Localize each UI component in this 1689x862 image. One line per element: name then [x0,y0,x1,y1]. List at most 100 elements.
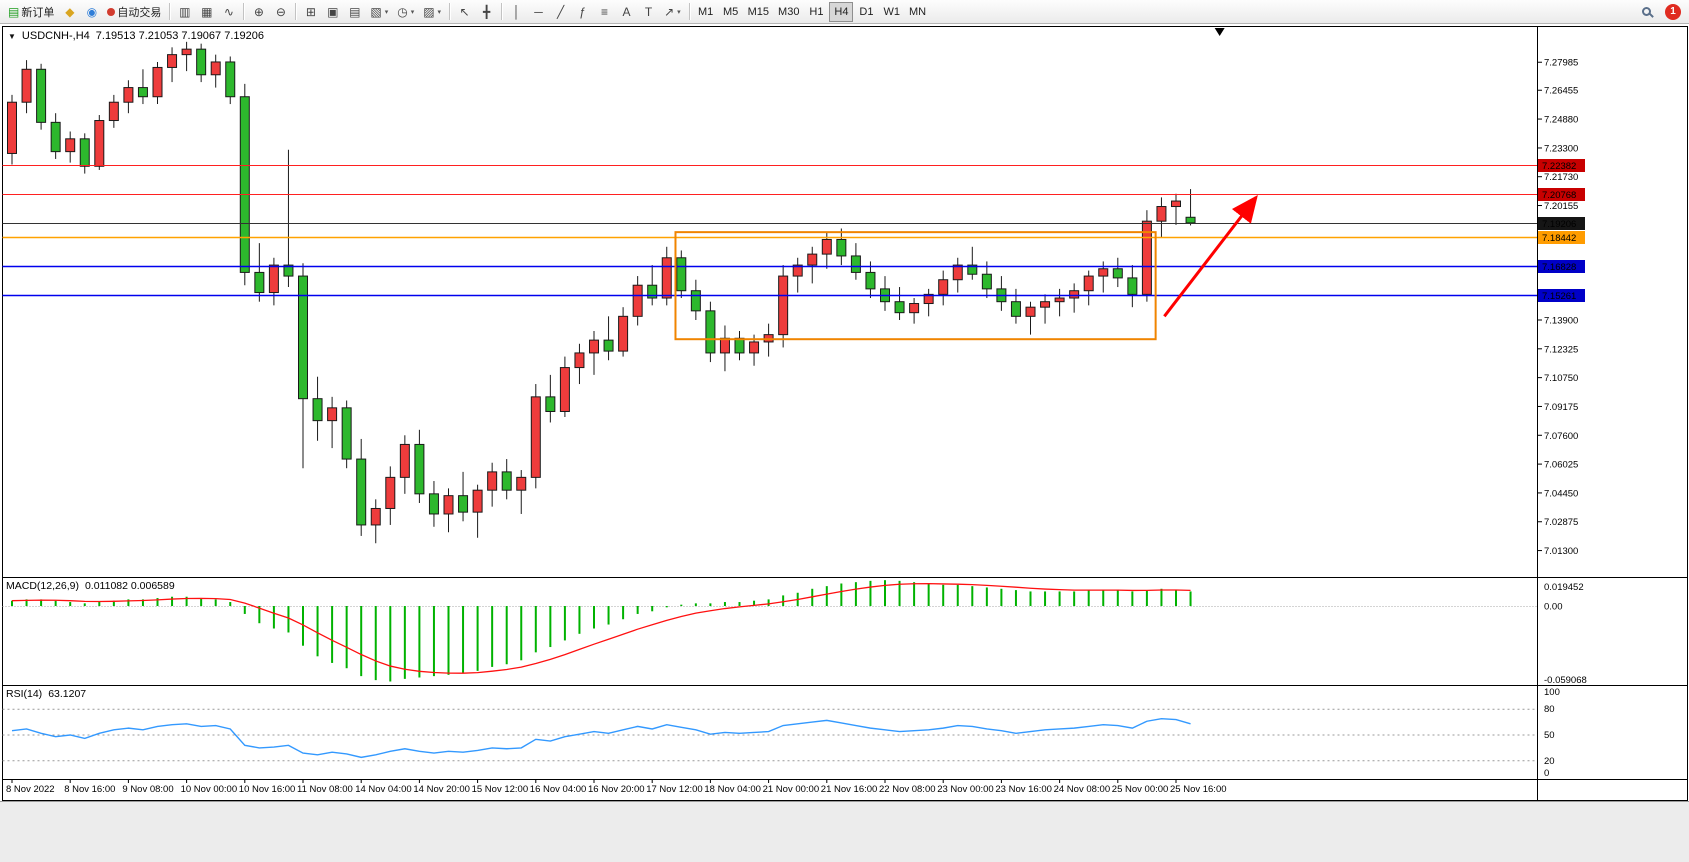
price-tag [1538,159,1585,172]
timeframe-w1-button[interactable]: W1 [879,2,904,22]
chart-shift-marker[interactable] [1214,28,1225,36]
search-button[interactable] [1636,2,1657,22]
hline-7.22382[interactable]: 7.22382 [2,159,1586,172]
bull-candle [661,257,672,299]
bull-candle [94,120,105,167]
bull-candle [472,489,483,513]
bull-candle [938,279,949,295]
fibonacci-button[interactable]: ƒ [572,2,593,22]
timeframe-m5-button[interactable]: M5 [719,2,743,22]
zoom-in-icon: ⊕ [253,4,264,19]
candlestick-chart-button[interactable]: ▦ [196,2,217,22]
price-scale[interactable]: 7.27985 7.26455 7.24880 7.23300 7.21730 7.201… [1538,58,1578,557]
hline-7.16828[interactable]: 7.16828 [2,260,1586,273]
breakout-arrow[interactable] [1163,195,1258,318]
price-tag [1538,231,1585,244]
arrows-button[interactable]: ↗ ▾ [660,2,685,22]
autotrading-button[interactable]: 自动交易 [103,2,165,22]
bull-candle [65,138,76,153]
bear-candle [341,407,352,460]
line-chart-icon: ∿ [223,4,234,19]
crosshair-button[interactable]: ╋ [476,2,497,22]
bull-candle [1069,290,1080,299]
price-axis-label: 7.10750 [1544,373,1578,384]
notification-badge[interactable]: 1 [1665,3,1681,20]
rsi-panel: 100 80 50 200 [2,687,1560,779]
timeframe-h4-button[interactable]: H4 [829,1,854,22]
price-tag-label: 7.22382 [1542,161,1576,172]
rsi-axis-label: 20 [1544,756,1555,767]
bull-candle [123,87,134,103]
timeframe-m15-button[interactable]: M15 [744,2,773,22]
community-button[interactable]: ◉ [81,2,102,22]
toolbar-separator [295,3,297,20]
tile-windows-button[interactable]: ⊞ [300,2,321,22]
hline-7.15261[interactable]: 7.15261 [2,289,1586,302]
tile-windows-icon: ⊞ [305,4,316,19]
toolbar-separator [501,3,503,20]
text-button[interactable]: A [616,2,637,22]
time-scale[interactable]: 8 Nov 2022 8 Nov 16:00 9 Nov 08:00 10 Nov 0… [6,779,1227,796]
price-axis-label: 7.09175 [1544,402,1578,413]
bull-candle [268,264,279,294]
rsi-axis-label: 100 [1544,687,1560,698]
timeframe-h1-button[interactable]: H1 [804,2,828,22]
time-axis-label: 10 Nov 16:00 [239,784,296,795]
bear-candle [865,271,876,290]
hline-7.20768[interactable]: 7.20768 [2,188,1586,201]
bar-chart-icon: ▥ [179,4,191,19]
time-axis-label: 15 Nov 12:00 [472,784,529,795]
bear-candle [501,471,512,491]
macd-signal-line [11,583,1191,674]
hline-7.18442[interactable]: 7.18442 [2,231,1586,244]
time-axis-label: 10 Nov 00:00 [181,784,238,795]
trendline-button[interactable]: ╱ [550,2,571,22]
consolidation-box[interactable] [674,231,1157,341]
bar-chart-button[interactable]: ▥ [174,2,195,22]
periods-clock-button[interactable]: ◷ ▾ [393,2,418,22]
price-axis-label: 7.21730 [1544,172,1578,183]
price-tag-label: 7.15261 [1542,291,1576,302]
bull-candle [909,303,920,314]
hline-7.19206[interactable]: 7.19206 [2,217,1586,230]
new-chart-button[interactable]: ▧ ▾ [366,2,392,22]
time-axis-label: 23 Nov 00:00 [937,784,994,795]
time-axis-label: 21 Nov 16:00 [821,784,878,795]
bear-candle [414,443,425,495]
cursor-button[interactable]: ↖ [454,2,475,22]
line-chart-button[interactable]: ∿ [218,2,239,22]
zoom-in-button[interactable]: ⊕ [248,2,269,22]
bull-candle [370,507,381,526]
favorites-button[interactable]: ◆ [59,2,80,22]
arrow-icon: ↗ [664,4,675,19]
template-button[interactable]: ▨ ▾ [419,2,445,22]
vertical-line-button[interactable]: │ [506,2,527,22]
template-icon: ▨ [423,4,435,19]
bull-candle [1040,301,1051,308]
globe-icon: ◉ [86,4,98,19]
timeframe-d1-button[interactable]: D1 [854,2,878,22]
price-axis-label: 7.13900 [1544,315,1578,326]
timeframe-m1-button[interactable]: M1 [694,2,718,22]
new-order-button[interactable]: ▤ 新订单 [4,2,58,22]
horizontal-line-button[interactable]: ─ [528,2,549,22]
bull-candle [559,367,570,412]
chevron-down-icon: ▾ [410,8,415,16]
price-axis-label: 7.04450 [1544,488,1578,499]
bull-candle [749,341,760,354]
zoom-out-button[interactable]: ⊖ [270,2,291,22]
channel-button[interactable]: ≡ [594,2,615,22]
horizontal-line-icon: ─ [534,4,543,19]
bull-candle [487,471,498,491]
text-label-button[interactable]: T [638,2,659,22]
bear-candle [1010,301,1021,317]
timeframe-mn-button[interactable]: MN [905,2,930,22]
arrange-windows-button[interactable]: ▤ [344,2,365,22]
bull-candle [1098,268,1109,277]
autotrading-label: 自动交易 [117,6,162,19]
bear-candle [894,301,905,314]
bear-candle [850,255,861,273]
cascade-windows-button[interactable]: ▣ [322,2,343,22]
timeframe-m30-button[interactable]: M30 [774,2,803,22]
